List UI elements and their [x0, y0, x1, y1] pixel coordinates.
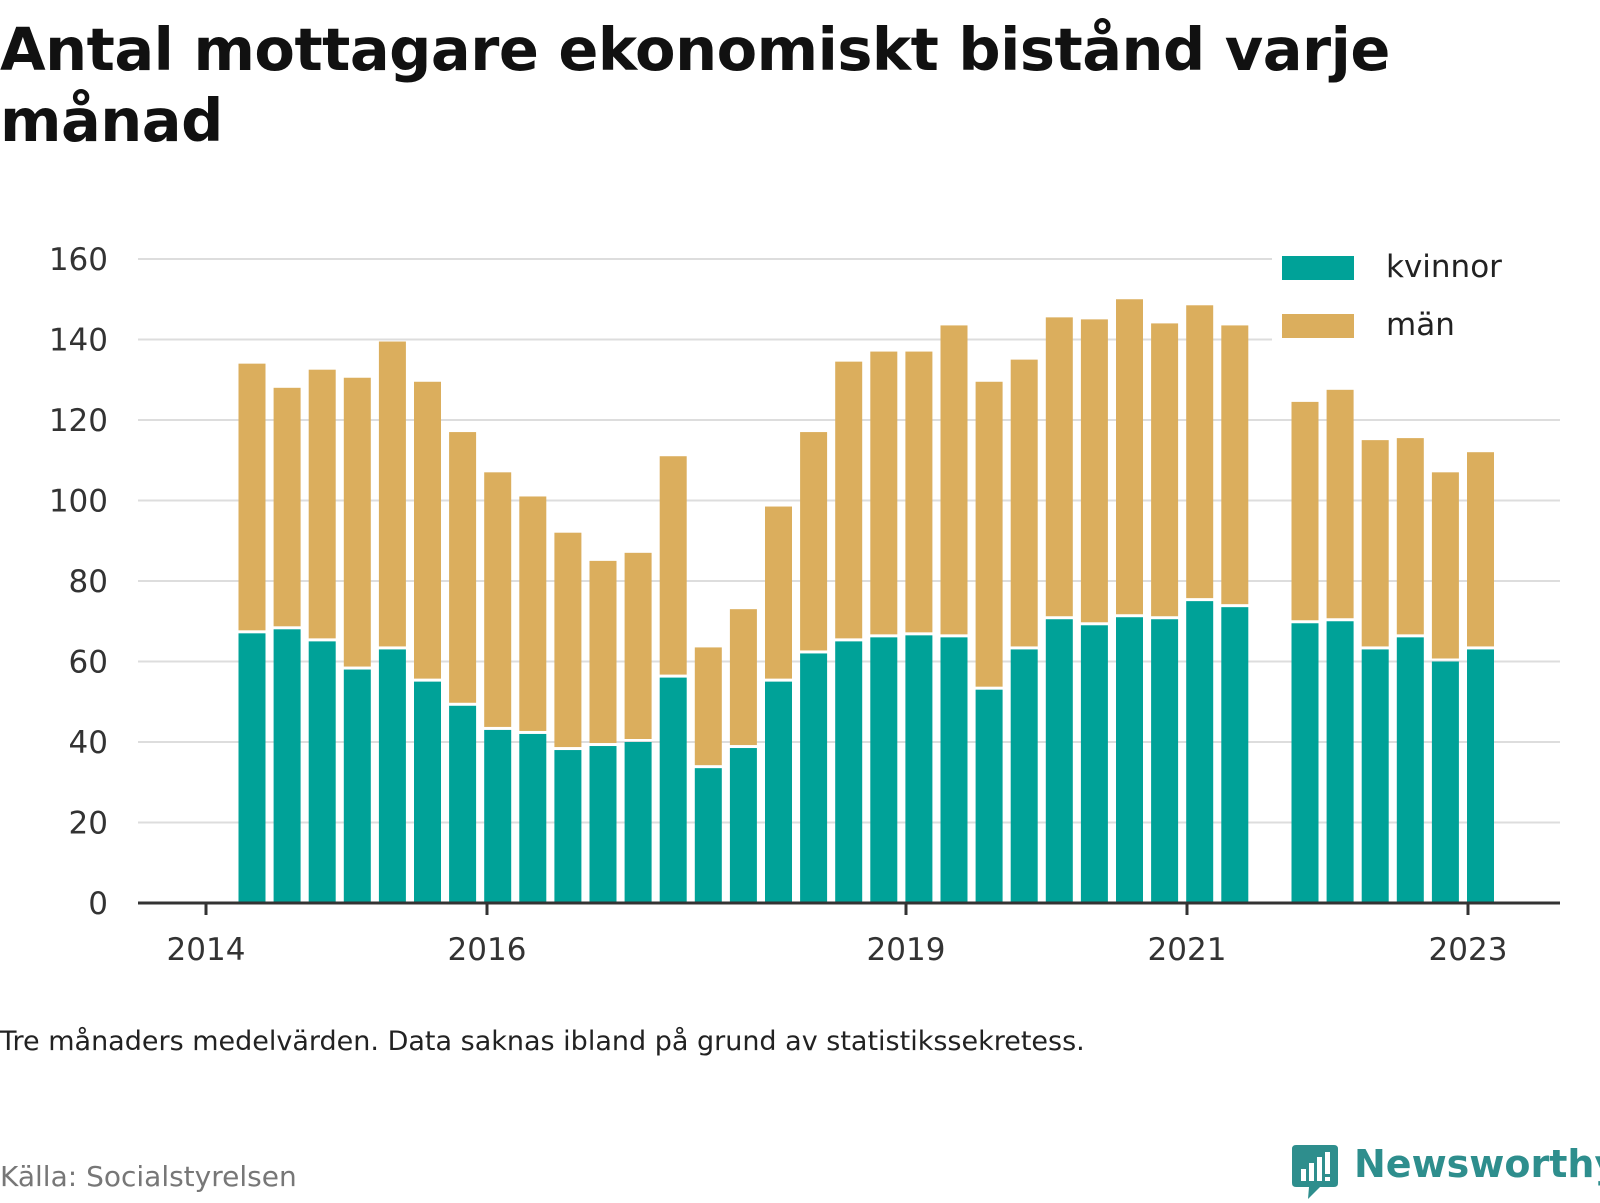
bar-kvinnor	[870, 637, 898, 903]
x-tick-label: 2019	[867, 932, 946, 968]
bar-man	[1080, 319, 1108, 623]
bar-man	[940, 325, 968, 635]
bar-kvinnor	[519, 733, 547, 903]
bar-man	[1116, 299, 1143, 615]
bar-kvinnor	[1361, 649, 1389, 903]
bar-man	[1467, 452, 1494, 647]
bar-kvinnor	[1291, 623, 1319, 903]
bar-man	[238, 363, 266, 631]
bar-kvinnor	[694, 768, 722, 903]
legend: kvinnor män	[1272, 240, 1562, 348]
bar-kvinnor	[1431, 661, 1459, 903]
chart-bubble-icon	[1292, 1145, 1338, 1199]
bar-man	[1396, 438, 1424, 635]
bar-kvinnor	[1186, 601, 1214, 903]
y-tick-label: 20	[69, 806, 108, 842]
bar-kvinnor	[1396, 637, 1424, 903]
bar-man	[905, 351, 933, 633]
bar-kvinnor	[589, 746, 617, 903]
y-tick-label: 40	[69, 725, 108, 761]
x-tick-label: 2021	[1148, 932, 1227, 968]
bar-kvinnor	[378, 649, 406, 903]
bar-kvinnor	[273, 629, 301, 903]
bar-man	[659, 456, 687, 675]
brand-name: Newsworthy	[1354, 1142, 1600, 1186]
bar-kvinnor	[1151, 619, 1179, 903]
bar-kvinnor	[449, 705, 477, 903]
legend-swatch	[1282, 314, 1354, 338]
bar-man	[1431, 472, 1459, 659]
bar-man	[765, 506, 792, 679]
x-tick-label: 2014	[167, 932, 246, 968]
bar-kvinnor	[1221, 607, 1249, 903]
bar-man	[835, 361, 863, 639]
bar-kvinnor	[940, 637, 968, 903]
bar-kvinnor	[1326, 621, 1354, 903]
bar-man	[449, 432, 477, 703]
bar-kvinnor	[343, 669, 371, 903]
bar-kvinnor	[659, 677, 687, 903]
bar-man	[975, 381, 1003, 687]
y-tick-label: 0	[88, 886, 108, 922]
bar-man	[1291, 401, 1319, 621]
bar-kvinnor	[975, 689, 1003, 903]
bar-man	[554, 532, 582, 748]
legend-label: kvinnor	[1386, 249, 1502, 285]
bar-kvinnor	[484, 729, 512, 903]
bar-kvinnor	[765, 681, 792, 903]
bar-man	[624, 552, 652, 739]
bar-man	[1010, 359, 1038, 647]
chart-note: Tre månaders medelvärden. Data saknas ib…	[0, 1026, 1085, 1057]
y-axis-ticks: 0 20 40 60 80 100 120 140 160	[49, 242, 108, 922]
bar-kvinnor	[835, 641, 863, 903]
bar-man	[1361, 440, 1389, 647]
bar-kvinnor	[800, 653, 828, 903]
bar-kvinnor	[1467, 649, 1494, 903]
bar-man	[589, 560, 617, 744]
bar-man	[1186, 305, 1214, 599]
y-tick-label: 140	[49, 323, 108, 359]
bar-man	[870, 351, 898, 635]
legend-label: män	[1386, 307, 1455, 343]
bar-kvinnor	[729, 748, 757, 903]
y-tick-label: 160	[49, 242, 108, 278]
bar-kvinnor	[624, 742, 652, 903]
bar-man	[1151, 323, 1179, 617]
bar-man	[519, 496, 547, 731]
bar-man	[1221, 325, 1249, 605]
bar-kvinnor	[238, 633, 266, 903]
legend-swatch	[1282, 256, 1354, 280]
bar-kvinnor	[554, 750, 582, 903]
y-tick-label: 60	[69, 645, 108, 681]
bar-kvinnor	[308, 641, 336, 903]
bar-kvinnor	[1010, 649, 1038, 903]
bars	[238, 299, 1494, 903]
bar-man	[308, 369, 336, 639]
x-axis: 2014 2016 2019 2021 2023	[138, 901, 1560, 968]
newsworthy-logo: Newsworthy	[1290, 1143, 1600, 1203]
x-tick-label: 2016	[448, 932, 527, 968]
source-text: Källa: Socialstyrelsen	[0, 1160, 297, 1193]
bar-man	[484, 472, 512, 727]
x-tick-label: 2023	[1429, 932, 1508, 968]
y-tick-label: 100	[49, 484, 108, 520]
bar-kvinnor	[1080, 625, 1108, 903]
bar-kvinnor	[905, 635, 933, 903]
bar-man	[343, 377, 371, 667]
bar-kvinnor	[1045, 619, 1073, 903]
bar-man	[1326, 389, 1354, 619]
y-tick-label: 80	[69, 564, 108, 600]
bar-man	[378, 341, 406, 647]
bar-kvinnor	[1116, 617, 1143, 903]
bar-man	[1045, 317, 1073, 617]
bar-kvinnor	[414, 681, 441, 903]
y-tick-label: 120	[49, 403, 108, 439]
bar-man	[729, 609, 757, 746]
bar-man	[694, 647, 722, 766]
bar-man	[800, 432, 828, 651]
chart-title: Antal mottagare ekonomiskt bistånd varje…	[0, 15, 1390, 155]
bar-man	[414, 381, 441, 679]
bar-man	[273, 387, 301, 627]
